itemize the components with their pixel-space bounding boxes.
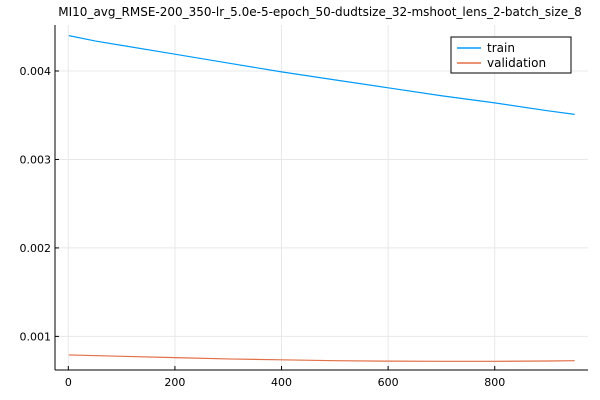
chart-title: MI10_avg_RMSE-200_350-lr_5.0e-5-epoch_50… [58, 5, 581, 19]
x-tick-label-3: 600 [378, 376, 399, 389]
y-tick-label-2: 0.003 [20, 153, 52, 166]
x-tick-label-1: 200 [164, 376, 185, 389]
series-layer [68, 35, 575, 362]
series-line-train [68, 35, 575, 115]
x-tick-label-0: 0 [65, 376, 72, 389]
axes-layer: 0 200 400 600 800 0.001 0.002 0.003 0.004 [20, 25, 588, 389]
x-tick-label-4: 800 [484, 376, 505, 389]
grid-layer [55, 25, 588, 370]
y-tick-label-0: 0.001 [20, 330, 52, 343]
legend-label-validation: validation [487, 56, 546, 70]
y-tick-label-1: 0.002 [20, 242, 52, 255]
legend-box [450, 36, 572, 74]
y-tick-label-3: 0.004 [20, 65, 52, 78]
legend-label-train: train [487, 41, 515, 55]
x-tick-label-2: 400 [271, 376, 292, 389]
series-line-validation [68, 354, 575, 362]
